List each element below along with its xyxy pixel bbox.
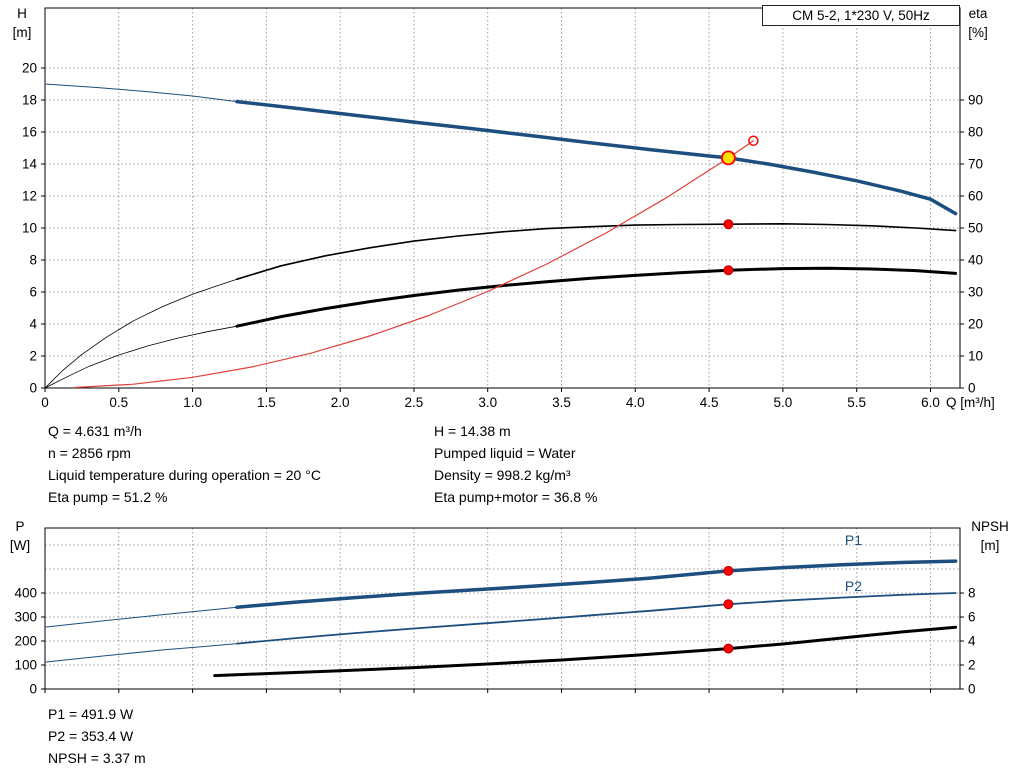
series-p1-curve — [235, 559, 958, 609]
right-axis-title: [%] — [968, 25, 988, 40]
series-system-curve — [73, 140, 755, 389]
left-tick-label: 400 — [14, 585, 37, 600]
series-p1-curve-leadin — [44, 606, 238, 628]
readout-eta-pump-motor: Eta pump+motor = 36.8 % — [434, 489, 598, 505]
left-tick-label: 2 — [29, 349, 37, 364]
series-p2-curve-leadin — [44, 643, 238, 663]
x-tick-label: 1.0 — [183, 395, 202, 410]
left-tick-label: 10 — [22, 221, 37, 236]
series-npsh-curve — [213, 625, 958, 678]
x-tick-label: 6.0 — [921, 395, 940, 410]
right-tick-label: 6 — [968, 610, 976, 625]
right-tick-label: 10 — [968, 349, 983, 364]
x-tick-label: 0 — [41, 395, 49, 410]
duty-info-right: H = 14.38 m Pumped liquid = Water Densit… — [434, 420, 597, 508]
pump-model-label: CM 5-2, 1*230 V, 50Hz — [792, 8, 930, 23]
series-head-curve-leadin — [44, 83, 238, 103]
power-npsh-chart: 0 100 200 300 400 0 2 4 6 8 P [W] NPSH [m] P1 P2 — [10, 519, 1009, 697]
readout-liquid-temperature: Liquid temperature during operation = 20… — [48, 467, 321, 483]
left-tick-label: 4 — [29, 317, 37, 332]
series-eta-total-curve-leadin — [44, 325, 238, 389]
x-tick-label: 2.0 — [331, 395, 350, 410]
series-eta-pump-curve-leadin — [44, 278, 238, 389]
series-eta-pump-curve — [236, 223, 957, 281]
left-axis-title: [W] — [10, 538, 30, 553]
left-tick-label: 6 — [29, 285, 37, 300]
series-eta-total-curve — [235, 266, 958, 328]
left-tick-label: 100 — [14, 657, 37, 672]
right-tick-label: 50 — [968, 221, 983, 236]
hq-eta-chart: 0 2 4 6 8 10 12 14 16 18 20 0 10 20 30 40 50 60 70 80 90 0 0.5… — [13, 6, 995, 410]
right-tick-label: 70 — [968, 157, 983, 172]
x-tick-label: 2.5 — [405, 395, 424, 410]
readout-p2: P2 = 353.4 W — [48, 728, 134, 744]
pump-model-box: CM 5-2, 1*230 V, 50Hz — [762, 5, 960, 26]
plot-border — [44, 527, 961, 690]
right-tick-label: 4 — [968, 634, 976, 649]
readout-p1: P1 = 491.9 W — [48, 706, 134, 722]
duty-point[interactable] — [721, 150, 736, 166]
p1-point — [723, 565, 734, 576]
x-tick-label: 1.5 — [257, 395, 276, 410]
left-tick-label: 16 — [22, 125, 37, 140]
series-p2-curve — [235, 592, 957, 645]
eta-total-point — [723, 265, 734, 276]
readout-eta-pump: Eta pump = 51.2 % — [48, 489, 168, 505]
series-head-curve — [235, 99, 958, 216]
x-tick-label: 5.5 — [847, 395, 866, 410]
right-tick-label: 20 — [968, 317, 983, 332]
left-tick-label: 0 — [29, 381, 37, 396]
left-tick-label: 8 — [29, 253, 37, 268]
right-axis-title: [m] — [981, 538, 1000, 553]
right-tick-label: 2 — [968, 658, 976, 673]
readout-q: Q = 4.631 m³/h — [48, 423, 142, 439]
left-axis-title: [m] — [13, 25, 32, 40]
left-tick-label: 200 — [14, 633, 37, 648]
right-tick-label: 30 — [968, 285, 983, 300]
duty-info-left: Q = 4.631 m³/h n = 2856 rpm Liquid tempe… — [48, 420, 321, 508]
right-axis-title: eta — [969, 6, 988, 21]
left-tick-label: 14 — [22, 157, 38, 172]
right-tick-label: 60 — [968, 189, 983, 204]
readout-pumped-liquid: Pumped liquid = Water — [434, 445, 576, 461]
eta-pump-point — [723, 219, 734, 230]
left-tick-label: 20 — [22, 61, 37, 76]
right-tick-label: 8 — [968, 586, 976, 601]
right-tick-label: 40 — [968, 253, 983, 268]
p2-point — [723, 599, 734, 610]
readout-speed: n = 2856 rpm — [48, 445, 131, 461]
x-tick-label: 0.5 — [109, 395, 128, 410]
right-tick-label: 0 — [968, 381, 976, 396]
readout-head: H = 14.38 m — [434, 423, 511, 439]
x-tick-label: 4.5 — [700, 395, 719, 410]
left-tick-label: 18 — [22, 93, 37, 108]
left-tick-label: 0 — [29, 682, 37, 697]
x-tick-label: 3.0 — [478, 395, 497, 410]
left-axis-title: H — [17, 6, 27, 21]
readout-density: Density = 998.2 kg/m³ — [434, 467, 571, 483]
preview-point — [748, 135, 759, 147]
right-tick-label: 80 — [968, 125, 983, 140]
left-tick-label: 12 — [22, 189, 37, 204]
x-tick-label: 5.0 — [774, 395, 793, 410]
x-axis-title: Q [m³/h] — [946, 395, 995, 410]
right-tick-label: 0 — [968, 682, 976, 697]
right-axis-title: NPSH — [971, 519, 1009, 534]
left-axis-title: P — [15, 519, 24, 534]
readout-npsh: NPSH = 3.37 m — [48, 750, 146, 766]
x-tick-label: 4.0 — [626, 395, 645, 410]
p2-curve-label: P2 — [845, 578, 862, 594]
npsh-point — [723, 643, 734, 654]
left-tick-label: 300 — [14, 609, 37, 624]
x-tick-label: 3.5 — [552, 395, 571, 410]
p1-curve-label: P1 — [845, 532, 862, 548]
plot-border — [44, 7, 961, 389]
power-info: P1 = 491.9 W P2 = 353.4 W NPSH = 3.37 m — [48, 703, 146, 769]
right-tick-label: 90 — [968, 93, 983, 108]
